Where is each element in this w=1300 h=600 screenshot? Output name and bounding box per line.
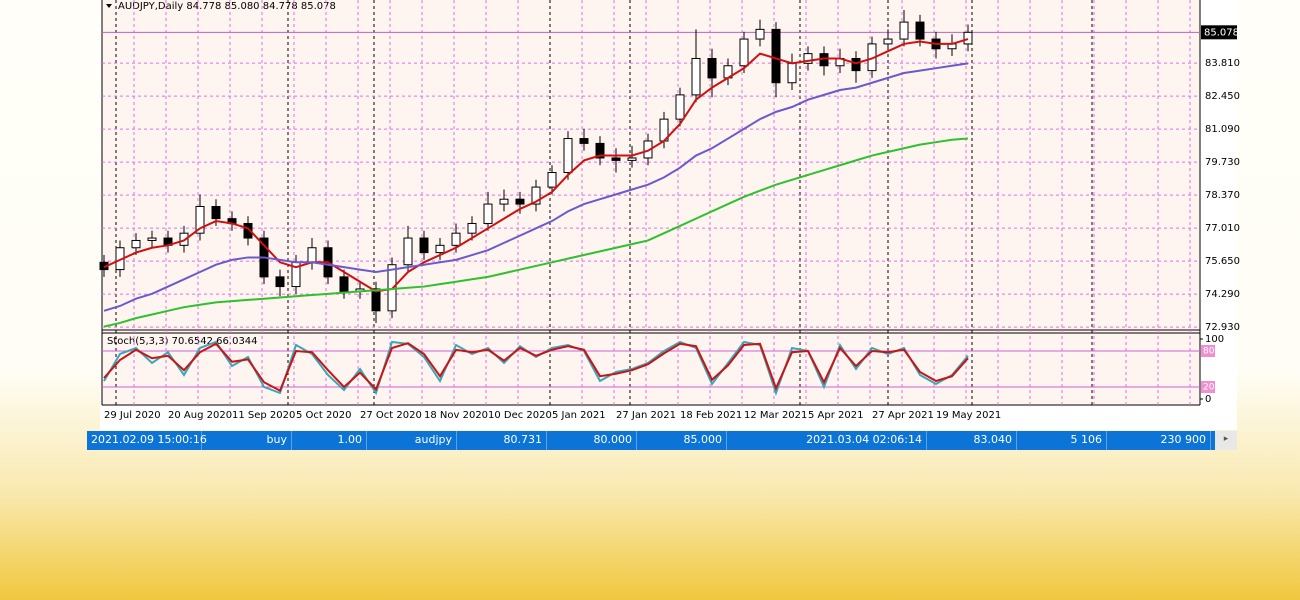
current-price-box	[1201, 25, 1237, 40]
x-tick-label: 27 Oct 2020	[360, 410, 422, 421]
indicator-line	[103, 62, 969, 312]
scroll-button[interactable]: ▸	[1215, 431, 1237, 450]
candle-body	[531, 186, 541, 205]
candle-body	[483, 203, 493, 224]
x-tick-label: 29 Jul 2020	[104, 410, 161, 421]
trade-cell: buy	[202, 431, 292, 450]
indicator-line	[103, 342, 969, 392]
candle-body	[435, 244, 445, 254]
candle-body	[963, 31, 973, 45]
indicator-line	[103, 38, 969, 293]
x-tick-label: 27 Jan 2021	[616, 410, 676, 421]
candle-body	[371, 288, 381, 312]
y-tick-label: 83.810	[1205, 58, 1240, 69]
candle-body	[595, 142, 605, 159]
y-tick-label: 100	[1205, 334, 1224, 345]
candle-body	[707, 57, 717, 79]
trade-cell: 85.000	[637, 431, 727, 450]
trade-row[interactable]: 2021.02.09 15:00:16 buy 1.00 audjpy 80.731 80…	[87, 431, 1215, 450]
x-tick-label: 27 Apr 2021	[872, 410, 934, 421]
plot-bg	[102, 0, 1200, 405]
candle-body	[643, 140, 653, 159]
x-tick-label: 10 Dec 2020	[488, 410, 552, 421]
candle-body	[307, 247, 317, 263]
candle-body	[419, 237, 429, 254]
candle-body	[403, 237, 413, 266]
trade-cell: 83.040	[927, 431, 1017, 450]
chart-title: AUDJPY,Daily 84.778 85.080 84.778 85.078	[118, 1, 336, 12]
candle-body	[899, 21, 909, 40]
x-tick-label: 19 May 2021	[936, 410, 1001, 421]
terminal-chart: AUDJPY,Daily 84.778 85.080 84.778 85.078…	[99, 0, 1240, 421]
y-tick-label: 74.290	[1205, 289, 1240, 300]
candle-body	[515, 198, 525, 205]
candle-body	[211, 205, 221, 220]
trade-cell: 2021.02.09 15:00:16	[87, 431, 207, 450]
candle-body	[131, 239, 141, 249]
x-tick-label: 5 Apr 2021	[808, 410, 863, 421]
candle-body	[739, 38, 749, 67]
y-tick-label: 78.370	[1205, 190, 1240, 201]
level-box	[1201, 345, 1215, 357]
level-label: 80	[1203, 347, 1215, 357]
candle-body	[691, 57, 701, 96]
chart-layer: 72.930 74.290 75.650 77.010 78.370 79.730 81.0…	[99, 0, 1240, 421]
candle-body	[803, 53, 813, 64]
candle-body	[339, 276, 349, 292]
y-tick-label: 79.730	[1205, 157, 1240, 168]
trade-cell: audjpy	[367, 431, 457, 450]
x-tick-label: 5 Jan 2021	[552, 410, 606, 421]
level-label: 20	[1203, 383, 1215, 393]
candle-body	[563, 138, 573, 174]
x-tick-label: 18 Feb 2021	[680, 410, 742, 421]
candle-body	[915, 21, 925, 40]
x-tick-label: 11 Sep 2020	[232, 410, 295, 421]
candle-body	[451, 232, 461, 246]
trade-cell: 1.00	[292, 431, 367, 450]
candle-body	[787, 62, 797, 84]
candle-body	[275, 276, 285, 288]
candle-body	[579, 138, 589, 144]
x-tick-label: 20 Aug 2020	[168, 410, 232, 421]
x-tick-label: 18 Nov 2020	[424, 410, 488, 421]
y-tick-label: 77.010	[1205, 223, 1240, 234]
candle-body	[547, 172, 557, 188]
symbol-menu-arrow[interactable]	[106, 4, 112, 8]
y-tick-label: 81.090	[1205, 124, 1240, 135]
candle-body	[499, 198, 509, 205]
trade-cell: 230 900	[1107, 431, 1211, 450]
level-box	[1201, 381, 1215, 393]
trade-cell: 80.731	[457, 431, 547, 450]
candle-body	[755, 28, 765, 40]
candle-body	[627, 157, 637, 161]
candle-body	[611, 157, 621, 161]
y-tick-label: 75.650	[1205, 256, 1240, 267]
indicator-line	[103, 340, 969, 397]
candle-body	[851, 57, 861, 72]
y-tick-label: 0	[1205, 394, 1211, 405]
candle-body	[147, 237, 157, 241]
y-tick-label: 72.930	[1205, 322, 1240, 333]
candle-body	[243, 222, 253, 239]
trade-cell: 2021.03.04 02:06:14	[727, 431, 927, 450]
x-tick-label: 12 Mar 2021	[744, 410, 807, 421]
trade-cell: 5 106	[1017, 431, 1107, 450]
candle-body	[675, 94, 685, 120]
candle-body	[195, 205, 205, 234]
x-tick-label: 5 Oct 2020	[296, 410, 351, 421]
candle-body	[771, 28, 781, 84]
current-price-label: 85.078	[1204, 27, 1239, 38]
stoch-title: Stoch(5,3,3) 70.6542 66.0344	[107, 336, 258, 347]
candle-body	[883, 38, 893, 45]
indicator-line	[103, 137, 969, 328]
y-tick-label: 82.450	[1205, 91, 1240, 102]
trade-cell: 80.000	[547, 431, 637, 450]
candle-body	[467, 222, 477, 234]
